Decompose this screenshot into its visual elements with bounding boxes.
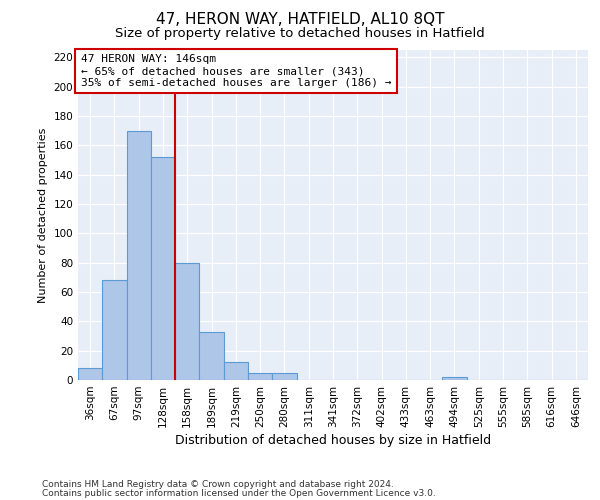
Bar [248, 372, 272, 380]
Text: 47, HERON WAY, HATFIELD, AL10 8QT: 47, HERON WAY, HATFIELD, AL10 8QT [156, 12, 444, 28]
Bar [127, 130, 151, 380]
Bar [442, 377, 467, 380]
Bar [224, 362, 248, 380]
Text: Contains public sector information licensed under the Open Government Licence v3: Contains public sector information licen… [42, 488, 436, 498]
Bar [151, 157, 175, 380]
Bar [272, 372, 296, 380]
Text: Size of property relative to detached houses in Hatfield: Size of property relative to detached ho… [115, 28, 485, 40]
Text: 47 HERON WAY: 146sqm
← 65% of detached houses are smaller (343)
35% of semi-deta: 47 HERON WAY: 146sqm ← 65% of detached h… [81, 54, 391, 88]
X-axis label: Distribution of detached houses by size in Hatfield: Distribution of detached houses by size … [175, 434, 491, 447]
Bar [175, 262, 199, 380]
Bar [102, 280, 127, 380]
Y-axis label: Number of detached properties: Number of detached properties [38, 128, 48, 302]
Bar [78, 368, 102, 380]
Bar [199, 332, 224, 380]
Text: Contains HM Land Registry data © Crown copyright and database right 2024.: Contains HM Land Registry data © Crown c… [42, 480, 394, 489]
